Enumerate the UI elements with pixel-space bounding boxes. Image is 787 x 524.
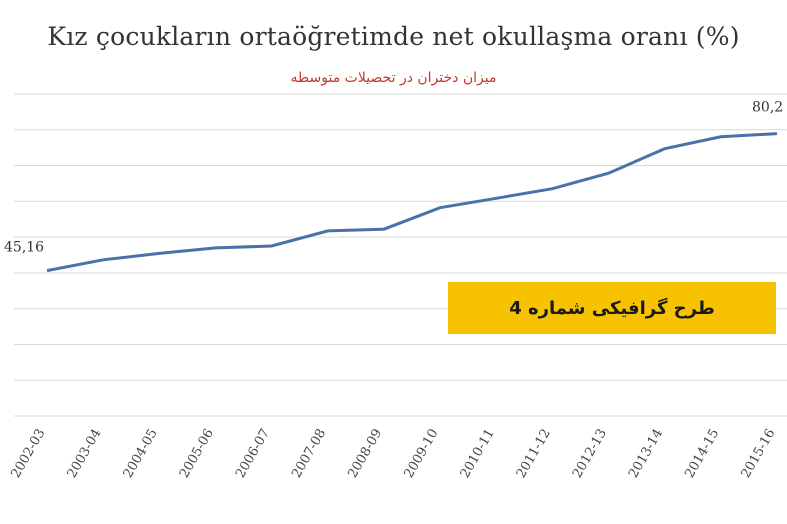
gridlines <box>14 93 787 417</box>
badge-text: طرح گرافیکی شماره 4 <box>509 297 715 319</box>
x-tick-labels: 2002-03 2003-04 2004-05 2005-06 2006-07 2007-… <box>8 427 778 481</box>
x-tick-label: 2008-09 <box>345 427 385 481</box>
data-label-first: 45,16 <box>4 240 44 256</box>
x-tick-label: 2009-10 <box>402 427 442 481</box>
x-tick-label: 2011-12 <box>514 427 554 481</box>
x-tick-label: 2002-03 <box>8 427 48 481</box>
chart-subtitle: میزان دختران در تحصیلات متوسطه <box>290 70 497 86</box>
x-tick-label: 2013-14 <box>626 427 666 481</box>
data-label-last: 80,2 <box>752 100 783 116</box>
chart-title: Kız çocukların ortaöğretimde net okullaş… <box>47 22 740 51</box>
x-tick-label: 2007-08 <box>289 427 329 481</box>
x-tick-label: 2015-16 <box>738 427 778 481</box>
series-line <box>46 132 778 273</box>
x-tick-label: 2006-07 <box>233 427 273 481</box>
x-tick-label: 2003-04 <box>65 427 105 481</box>
x-tick-label: 2014-15 <box>682 427 722 481</box>
graphic-number-badge: طرح گرافیکی شماره 4 <box>448 282 776 334</box>
x-tick-label: 2004-05 <box>121 427 161 481</box>
x-tick-label: 2012-13 <box>570 427 610 481</box>
x-tick-label: 2005-06 <box>177 427 217 481</box>
x-tick-label: 2010-11 <box>458 427 498 481</box>
